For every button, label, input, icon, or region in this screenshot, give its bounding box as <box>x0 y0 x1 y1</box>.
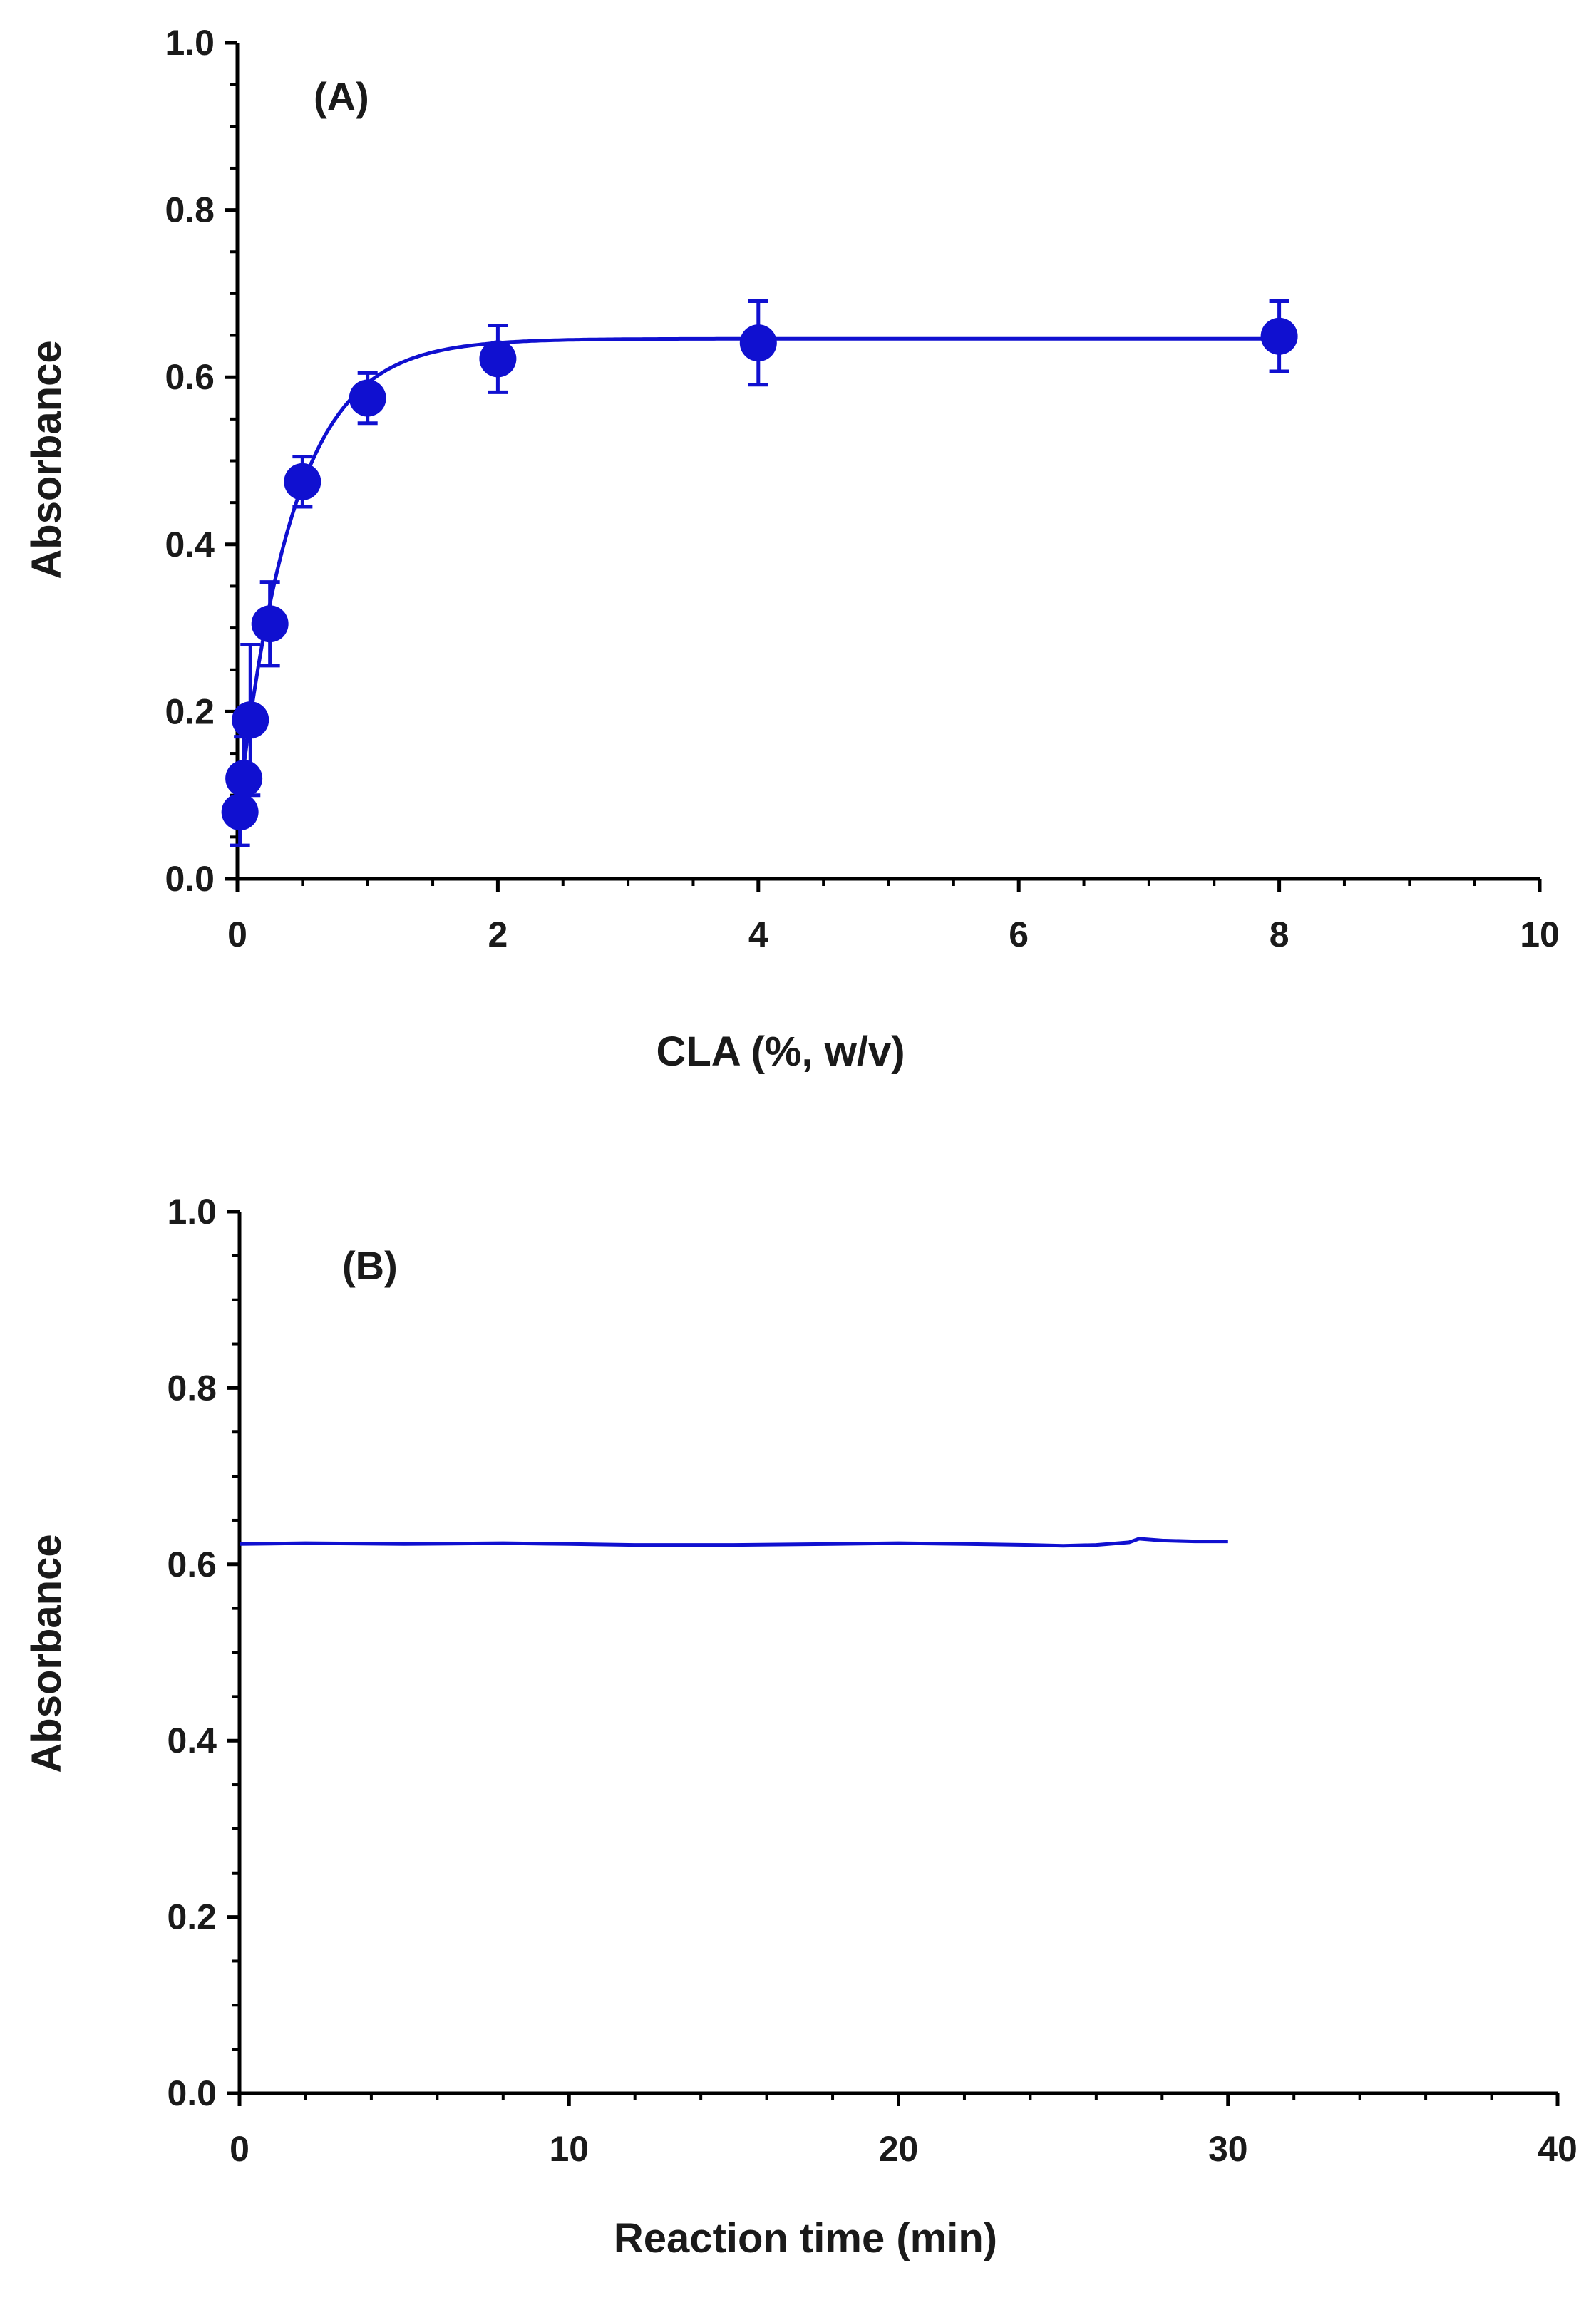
y-tick-label: 0.2 <box>165 691 215 731</box>
y-tick-label: 0.4 <box>165 525 215 564</box>
x-tick-label: 0 <box>230 2129 249 2169</box>
x-tick-label: 4 <box>748 914 768 954</box>
panel-a-ticks: 0.0 0.2 0.4 0.6 0.8 1.0 0 2 4 6 8 10 <box>165 23 1559 954</box>
panel-a-chart: 0.0 0.2 0.4 0.6 0.8 1.0 0 2 4 6 8 10 (A) CLA (%, w/… <box>24 23 1560 1075</box>
y-tick-label: 0.0 <box>167 2073 217 2113</box>
data-point <box>349 379 386 417</box>
x-tick-label: 8 <box>1270 914 1289 954</box>
data-point <box>251 605 289 643</box>
panel-a-x-axis-title: CLA (%, w/v) <box>656 1028 905 1075</box>
y-tick-label: 0.6 <box>167 1545 217 1584</box>
x-tick-label: 30 <box>1208 2129 1248 2169</box>
y-tick-label: 0.8 <box>167 1368 217 1408</box>
x-tick-label: 40 <box>1538 2129 1577 2169</box>
x-tick-label: 2 <box>488 914 508 954</box>
panel-a-y-axis-title: Absorbance <box>24 340 70 579</box>
x-tick-label: 10 <box>549 2129 589 2169</box>
fitted-curve <box>235 336 1280 820</box>
data-point <box>221 793 259 831</box>
panel-b-x-axis-title: Reaction time (min) <box>614 2215 997 2262</box>
data-point <box>232 701 269 739</box>
x-tick-label: 20 <box>879 2129 919 2169</box>
x-tick-label: 10 <box>1520 914 1560 954</box>
y-tick-label: 0.4 <box>167 1721 217 1760</box>
panel-b-label: (B) <box>342 1243 398 1288</box>
panel-b-ticks: 0.0 0.2 0.4 0.6 0.8 1.0 0 10 20 30 40 <box>167 1192 1577 2169</box>
panel-a-fitted-curve <box>235 336 1280 820</box>
panel-b-series-line <box>239 1537 1228 1548</box>
y-tick-label: 0.8 <box>165 190 215 230</box>
y-tick-label: 0.2 <box>167 1897 217 1937</box>
panel-a-axes <box>235 43 1540 881</box>
panel-a-label: (A) <box>314 74 369 119</box>
y-tick-label: 0.6 <box>165 357 215 397</box>
data-point <box>479 340 517 378</box>
y-tick-label: 1.0 <box>167 1192 217 1232</box>
y-tick-label: 1.0 <box>165 23 215 63</box>
absorbance-line <box>239 1537 1228 1548</box>
data-point <box>225 760 263 798</box>
data-point <box>739 324 777 362</box>
data-point <box>1260 317 1298 355</box>
panel-a-data-points <box>221 317 1298 831</box>
x-tick-label: 6 <box>1009 914 1029 954</box>
panel-a-error-bars <box>230 299 1289 847</box>
panel-b-y-axis-title: Absorbance <box>24 1534 70 1773</box>
x-tick-label: 0 <box>227 914 247 954</box>
data-point <box>284 463 321 500</box>
panel-b-chart: 0.0 0.2 0.4 0.6 0.8 1.0 0 10 20 30 40 (B) Reaction… <box>24 1192 1577 2262</box>
y-tick-label: 0.0 <box>165 859 215 899</box>
panel-b-axes <box>237 1212 1558 2095</box>
